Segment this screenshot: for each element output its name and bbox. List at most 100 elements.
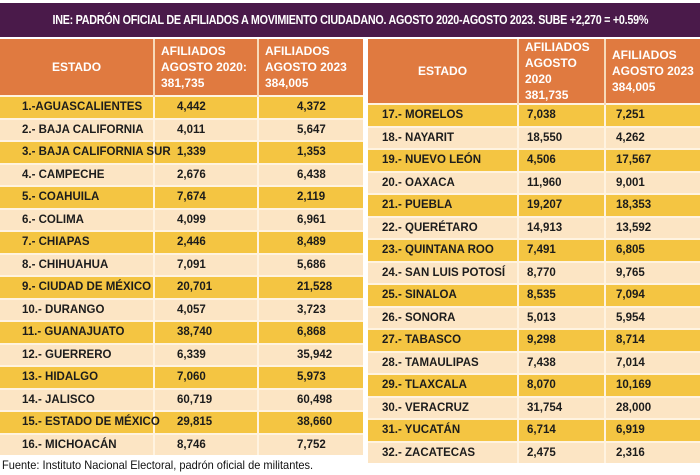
header-line: AGOSTO 2023 (265, 60, 347, 74)
header-line: AGOSTO 2020: (161, 60, 247, 74)
left-table-body: 1.-AGUASCALIENTES 4,442 4,372 2.- BAJA CALI… (0, 95, 363, 455)
source-footer: Fuente: Instituto Nacional Electoral, pa… (2, 458, 340, 472)
table-row: 16.- MICHOACÁN 8,746 7,752 (0, 432, 363, 455)
table-row: 11.- GUANAJUATO 38,740 6,868 (0, 320, 363, 344)
state-name: 3.- BAJA CALIFORNIA SUR (0, 140, 171, 164)
afiliados-2020: 7,438 (518, 350, 606, 374)
table-row: 17.- MORELOS 7,038 7,251 (368, 103, 700, 127)
state-name: 6.- COLIMA (0, 207, 155, 231)
table-row: 5.- COAHUILA 7,674 2,119 (0, 185, 363, 209)
table-row: 32.- ZACATECAS 2,475 2,316 (368, 440, 700, 463)
table-row: 24.- SAN LUIS POTOSÍ 8,770 9,765 (368, 260, 700, 284)
state-name: 23.- QUINTANA ROO (368, 238, 519, 262)
header-afiliados-2020: AFILIADOS AGOSTO 2020 381,735 (518, 39, 606, 104)
afiliados-2020: 14,913 (518, 215, 606, 239)
header-estado: ESTADO (368, 39, 519, 104)
table-row: 22.- QUERÉTARO 14,913 13,592 (368, 215, 700, 239)
state-name: 20.- OAXACA (368, 170, 519, 194)
state-name: 8.- CHIHUAHUA (0, 252, 155, 276)
afiliados-2020: 19,207 (518, 193, 606, 217)
table-row: 12.- GUERRERO 6,339 35,942 (0, 342, 363, 366)
footer-text: Fuente: Instituto Nacional Electoral, pa… (2, 458, 314, 472)
state-name: 26.- SONORA (368, 305, 519, 329)
table-row: 8.- CHIHUAHUA 7,091 5,686 (0, 252, 363, 276)
afiliados-2020: 20,701 (154, 275, 259, 299)
afiliados-2023: 60,498 (258, 387, 363, 411)
afiliados-2020: 8,770 (518, 260, 606, 284)
table-row: 10.- DURANGO 4,057 3,723 (0, 297, 363, 321)
afiliados-2023: 8,714 (605, 328, 700, 352)
table-row: 7.- CHIAPAS 2,446 8,489 (0, 230, 363, 254)
state-name: 17.- MORELOS (368, 103, 519, 127)
right-table: ESTADO AFILIADOS AGOSTO 2020 381,735 AFI… (368, 39, 700, 463)
state-name: 32.- ZACATECAS (368, 440, 519, 463)
afiliados-2023: 3,723 (258, 297, 363, 321)
afiliados-2023: 8,489 (258, 230, 363, 254)
table-row: 28.- TAMAULIPAS 7,438 7,014 (368, 350, 700, 374)
afiliados-2023: 28,000 (605, 395, 700, 419)
afiliados-2023: 5,954 (605, 305, 700, 329)
state-name: 9.- CIUDAD DE MÉXICO (0, 275, 155, 299)
afiliados-2020: 7,091 (154, 252, 259, 276)
afiliados-2020: 11,960 (518, 170, 606, 194)
afiliados-2023: 5,647 (258, 117, 363, 141)
table-row: 26.- SONORA 5,013 5,954 (368, 305, 700, 329)
afiliados-2020: 4,506 (518, 148, 606, 172)
afiliados-2020: 4,057 (154, 297, 259, 321)
header-line: AFILIADOS (525, 40, 590, 54)
afiliados-2023: 6,868 (258, 320, 363, 344)
table-title: INE: PADRÓN OFICIAL DE AFILIADOS A MOVIM… (0, 3, 700, 37)
state-name: 14.- JALISCO (0, 387, 155, 411)
state-name: 27.- TABASCO (368, 328, 519, 352)
state-name: 19.- NUEVO LEÓN (368, 148, 519, 172)
afiliados-2020: 4,011 (154, 117, 259, 141)
state-name: 15.- ESTADO DE MÉXICO (0, 410, 160, 434)
table-row: 20.- OAXACA 11,960 9,001 (368, 170, 700, 194)
afiliados-2020: 7,038 (518, 103, 606, 127)
header-line: AFILIADOS (161, 44, 226, 58)
afiliados-2023: 7,752 (258, 432, 363, 455)
state-name: 31.- YUCATÁN (368, 418, 519, 442)
state-name: 30.- VERACRUZ (368, 395, 519, 419)
afiliados-2023: 9,765 (605, 260, 700, 284)
afiliados-2020: 7,674 (154, 185, 259, 209)
afiliados-2023: 17,567 (605, 148, 700, 172)
header-line: AGOSTO 2020 (525, 56, 577, 86)
afiliados-2023: 6,438 (258, 162, 363, 186)
afiliados-2020: 4,442 (154, 95, 259, 119)
afiliados-2023: 6,805 (605, 238, 700, 262)
right-table-body: 17.- MORELOS 7,038 7,251 18.- NAYARIT 18,550… (368, 103, 700, 463)
table-row: 6.- COLIMA 4,099 6,961 (0, 207, 363, 231)
state-name: 12.- GUERRERO (0, 342, 155, 366)
table-row: 1.-AGUASCALIENTES 4,442 4,372 (0, 95, 363, 119)
afiliados-2023: 5,686 (258, 252, 363, 276)
state-name: 5.- COAHUILA (0, 185, 155, 209)
afiliados-2023: 5,973 (258, 365, 363, 389)
afiliados-2020: 8,070 (518, 373, 606, 397)
state-name: 1.-AGUASCALIENTES (0, 95, 155, 119)
table-row: 13.- HIDALGO 7,060 5,973 (0, 365, 363, 389)
table-row: 3.- BAJA CALIFORNIA SUR 1,339 1,353 (0, 140, 363, 164)
title-text: INE: PADRÓN OFICIAL DE AFILIADOS A MOVIM… (52, 13, 648, 27)
state-name: 7.- CHIAPAS (0, 230, 155, 254)
afiliados-2023: 1,353 (258, 140, 363, 164)
table-row: 29.- TLAXCALA 8,070 10,169 (368, 373, 700, 397)
header-total: 384,005 (265, 76, 309, 90)
state-name: 21.- PUEBLA (368, 193, 519, 217)
afiliados-2023: 18,353 (605, 193, 700, 217)
table-row: 2.- BAJA CALIFORNIA 4,011 5,647 (0, 117, 363, 141)
table-row: 18.- NAYARIT 18,550 4,262 (368, 125, 700, 149)
table-row: 30.- VERACRUZ 31,754 28,000 (368, 395, 700, 419)
header-line: AGOSTO 2023 (612, 64, 694, 78)
header-line: AFILIADOS (612, 48, 677, 62)
afiliados-2020: 7,060 (154, 365, 259, 389)
table-row: 21.- PUEBLA 19,207 18,353 (368, 193, 700, 217)
afiliados-2020: 2,676 (154, 162, 259, 186)
afiliados-2023: 9,001 (605, 170, 700, 194)
afiliados-2020: 5,013 (518, 305, 606, 329)
state-name: 13.- HIDALGO (0, 365, 155, 389)
header-line: AFILIADOS (265, 44, 330, 58)
afiliados-2020: 8,535 (518, 283, 606, 307)
table-row: 4.- CAMPECHE 2,676 6,438 (0, 162, 363, 186)
afiliados-2023: 7,014 (605, 350, 700, 374)
